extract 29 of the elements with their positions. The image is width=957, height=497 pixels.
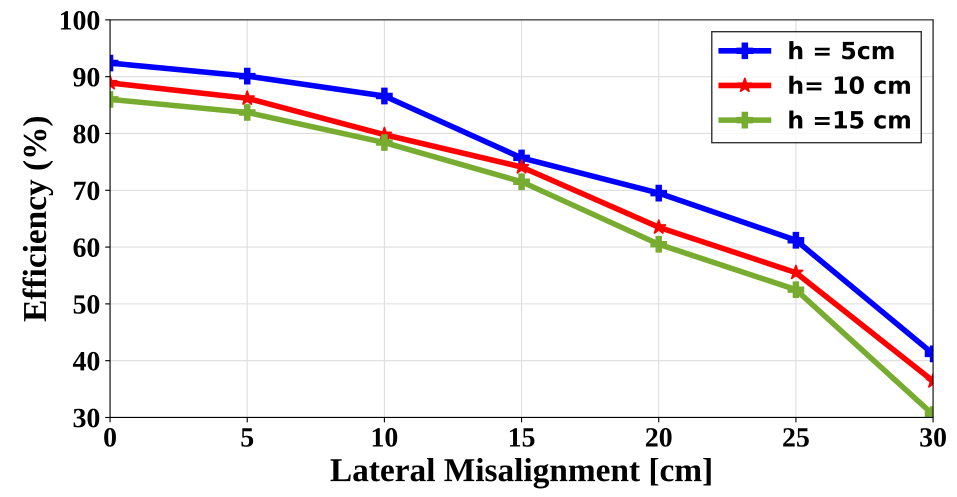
y-tick-label: 80 [73, 124, 100, 144]
legend-label: h= 10 cm [789, 76, 910, 94]
x-axis-title: Lateral Misalignment [cm] [330, 458, 711, 488]
y-axis-title: Efficiency (%) [22, 116, 54, 322]
point [238, 68, 256, 84]
y-tick-label: 90 [73, 68, 100, 87]
point [650, 236, 668, 253]
point [238, 104, 256, 121]
y-tick-label: 60 [74, 238, 100, 257]
point [376, 88, 393, 104]
y-tick-label: 70 [74, 181, 100, 200]
x-tick-label: 20 [646, 428, 672, 447]
point [788, 232, 804, 249]
legend-label: h =15 cm [789, 110, 910, 129]
y-tick-label: 50 [74, 295, 100, 314]
point [376, 134, 393, 151]
legend-label: h = 5cm [789, 41, 894, 60]
point [513, 173, 530, 190]
point [788, 281, 804, 298]
y-tick-label: 40 [72, 352, 100, 371]
point [650, 184, 668, 202]
x-tick-label: 30 [920, 428, 946, 447]
x-tick-label: 15 [510, 428, 534, 447]
y-tick-label: 30 [74, 408, 100, 428]
x-tick-label: 25 [783, 428, 809, 447]
x-tick-label: 0 [104, 428, 116, 447]
x-tick-label: 10 [372, 428, 398, 447]
x-tick-label: 5 [241, 428, 254, 447]
y-tick-label: 100 [60, 11, 100, 30]
